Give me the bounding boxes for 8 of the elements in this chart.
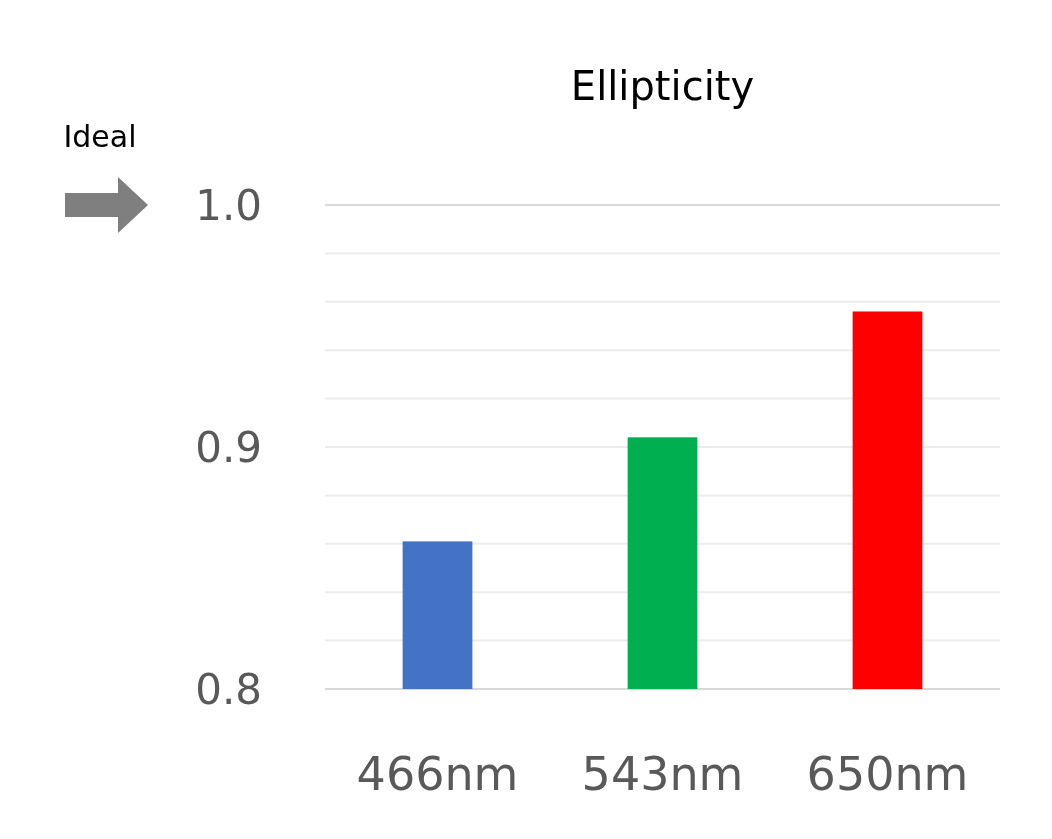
y-tick-label: 0.8 <box>195 664 262 714</box>
text: Ideal <box>63 119 137 154</box>
x-tick-label: 650nm <box>806 747 969 801</box>
y-tick-label: 1.0 <box>195 180 262 230</box>
x-tick-label: 466nm <box>356 747 519 801</box>
y-tick-label: 0.9 <box>195 422 262 472</box>
chart-title: Ellipticity <box>570 63 755 109</box>
x-tick-label: 543nm <box>581 747 744 801</box>
